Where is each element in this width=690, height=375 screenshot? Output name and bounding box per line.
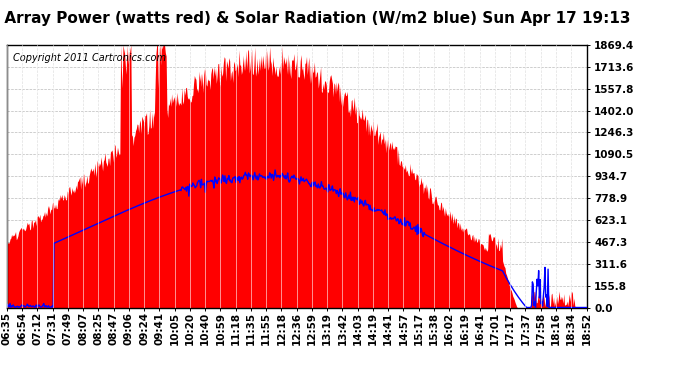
Text: Copyright 2011 Cartronics.com: Copyright 2011 Cartronics.com (12, 53, 166, 63)
Text: East Array Power (watts red) & Solar Radiation (W/m2 blue) Sun Apr 17 19:13: East Array Power (watts red) & Solar Rad… (0, 11, 631, 26)
